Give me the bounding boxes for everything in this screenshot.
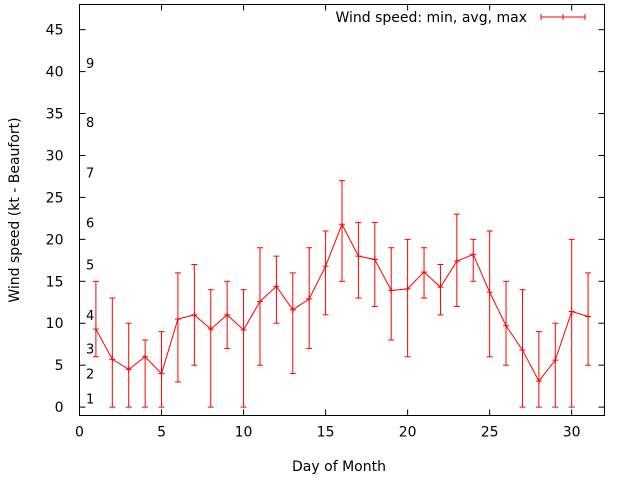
x-tick-label: 5 [157,425,166,441]
beaufort-label: 5 [86,259,94,274]
x-tick-label: 20 [399,425,417,441]
legend-label: Wind speed: min, avg, max [335,10,527,26]
x-tick-label: 10 [235,425,253,441]
y-tick-label: 15 [46,274,64,290]
y-tick-label: 40 [46,65,64,81]
y-tick-label: 25 [46,190,64,206]
beaufort-label: 3 [86,342,94,357]
beaufort-label: 4 [86,309,94,324]
y-axis-label: Wind speed (kt - Beaufort) [7,117,23,302]
y-tick-label: 20 [46,232,64,248]
x-tick-label: 25 [481,425,499,441]
y-tick-label: 35 [46,107,64,123]
beaufort-label: 8 [86,116,94,131]
x-tick-label: 15 [317,425,335,441]
plot-frame [79,4,605,416]
y-tick-label: 45 [46,23,64,39]
x-tick-label: 0 [75,425,84,441]
beaufort-label: 9 [86,57,94,72]
x-axis-label: Day of Month [292,459,386,475]
y-tick-label: 30 [46,148,64,164]
legend: Wind speed: min, avg, max [335,10,586,26]
beaufort-label: 1 [86,393,94,408]
beaufort-label: 2 [86,368,94,383]
x-tick-label: 30 [563,425,581,441]
y-tick-label: 10 [46,316,64,332]
y-tick-label: 0 [55,400,64,416]
beaufort-label: 6 [86,217,94,232]
y-tick-label: 5 [55,358,64,374]
beaufort-label: 7 [86,166,94,181]
data-marks [92,180,592,408]
